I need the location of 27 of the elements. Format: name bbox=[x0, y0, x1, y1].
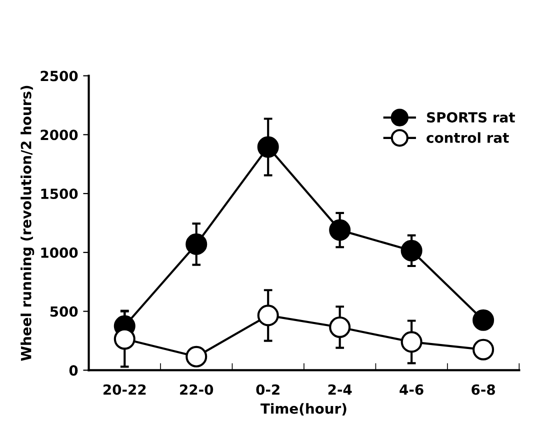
x-tick-label: 4-6 bbox=[400, 384, 424, 395]
x-tick-label: 0-2 bbox=[256, 384, 280, 395]
point bbox=[329, 316, 351, 338]
legend-label: control rat bbox=[426, 132, 509, 143]
x-tick-label: 2-4 bbox=[328, 384, 352, 395]
y-tick-label: 1500 bbox=[41, 188, 78, 200]
x-axis-title: Time(hour) bbox=[260, 403, 346, 416]
x-tick-label: 22-0 bbox=[180, 384, 214, 395]
y-tick-label: 2500 bbox=[40, 70, 78, 82]
x-tick-label: 20-22 bbox=[104, 384, 146, 395]
point bbox=[472, 309, 494, 331]
point bbox=[329, 219, 351, 241]
legend-label: SPORTS rat bbox=[427, 112, 515, 123]
y-axis-title: Wheel running (revolution/2 hours) bbox=[20, 86, 34, 361]
y-tick-label: 2000 bbox=[40, 130, 78, 140]
point bbox=[186, 346, 208, 368]
point bbox=[257, 136, 279, 158]
y-tick-label: 500 bbox=[50, 306, 78, 317]
point bbox=[400, 240, 422, 262]
point bbox=[400, 331, 422, 353]
point bbox=[257, 304, 279, 326]
point bbox=[186, 233, 208, 255]
x-tick-label: 6-8 bbox=[472, 384, 495, 395]
y-tick-label: 1000 bbox=[41, 247, 78, 258]
point bbox=[114, 328, 136, 350]
point bbox=[472, 338, 494, 360]
y-tick-label: 0 bbox=[69, 365, 78, 376]
